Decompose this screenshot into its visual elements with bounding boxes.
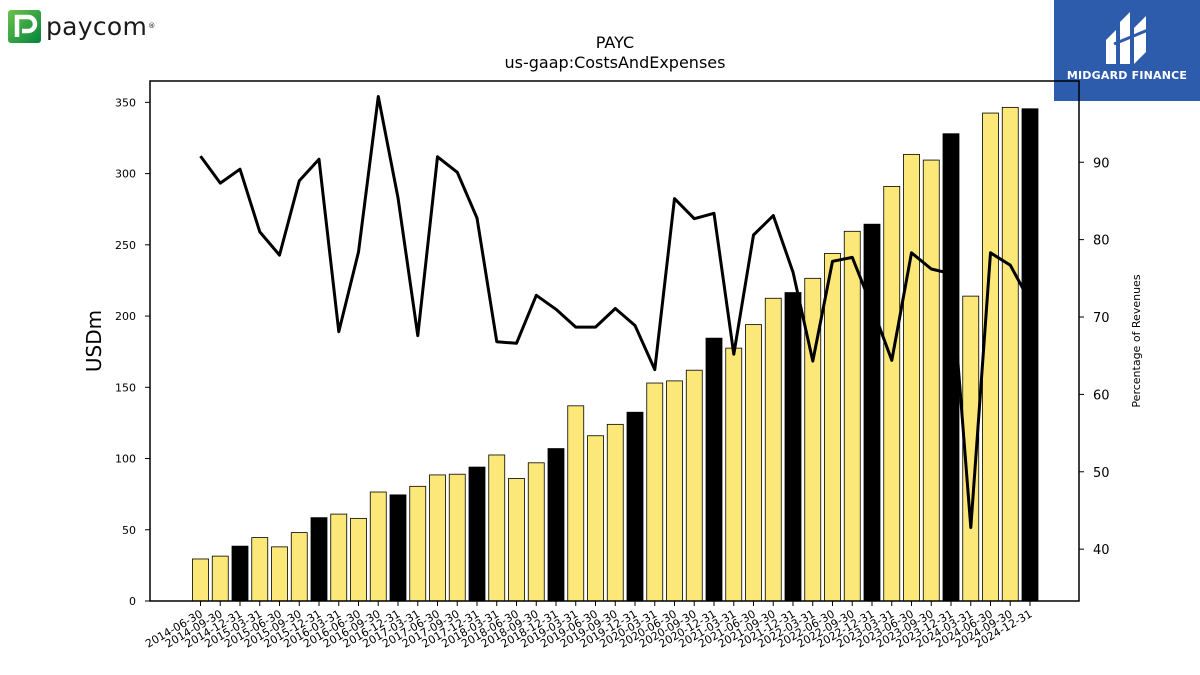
y-axis-left: 0 50 100 150 200 250 300 350	[115, 96, 150, 608]
y-tick-label: 0	[129, 595, 136, 608]
bar	[824, 252, 841, 602]
bar	[211, 555, 229, 602]
bar	[922, 159, 940, 602]
y-tick-label: 250	[115, 239, 136, 252]
bar	[606, 423, 624, 602]
bar	[192, 558, 209, 602]
bar	[271, 546, 288, 602]
bar	[725, 347, 743, 602]
paycom-logo: paycom ®	[8, 8, 168, 44]
bar	[1021, 108, 1039, 602]
bar	[863, 223, 881, 602]
bar	[350, 517, 367, 602]
y2-tick-label: 40	[1093, 543, 1110, 558]
percentage-line	[199, 95, 1032, 529]
publisher-name: MIDGARD FINANCE	[1066, 69, 1188, 82]
line-series	[199, 95, 1032, 529]
y-tick-label: 50	[122, 524, 136, 537]
bar	[508, 478, 525, 602]
bar	[409, 485, 427, 602]
y2-tick-label: 50	[1093, 466, 1110, 481]
bar	[231, 545, 249, 602]
paycom-logo-icon	[8, 9, 41, 43]
chart-subtitle: us-gaap:CostsAndExpenses	[505, 53, 726, 72]
bar	[369, 491, 387, 602]
bar	[488, 454, 506, 602]
bar	[626, 411, 644, 602]
y-tick-label: 200	[115, 310, 136, 323]
plot-frame	[149, 80, 1080, 602]
y-tick-label: 350	[115, 96, 136, 109]
bar	[290, 532, 308, 602]
bar	[587, 435, 604, 602]
y2-tick-label: 90	[1093, 156, 1110, 171]
bar	[764, 297, 782, 602]
bar	[666, 380, 683, 602]
bar	[1001, 106, 1019, 602]
bar	[429, 474, 446, 602]
y2-tick-label: 70	[1093, 311, 1110, 326]
y2-tick-label: 60	[1093, 388, 1110, 403]
bar	[883, 186, 901, 602]
bar	[646, 382, 664, 602]
bar	[745, 324, 762, 602]
midgard-logo-icon	[1106, 12, 1149, 64]
bar	[527, 462, 545, 602]
y2-axis-label: Percentage of Revenues	[1130, 274, 1143, 407]
y-axis-right: 40 50 60 70 80 90	[1079, 156, 1110, 558]
bar-series	[192, 106, 1039, 602]
y2-tick-label: 80	[1093, 234, 1110, 249]
y-axis-label: USDm	[82, 310, 106, 372]
publisher-badge: MIDGARD FINANCE	[1054, 0, 1200, 101]
bar	[547, 448, 565, 602]
brand-name: paycom	[46, 11, 148, 41]
chart-title: PAYC	[596, 33, 634, 52]
bar	[843, 230, 861, 602]
bar	[567, 405, 585, 602]
bar	[330, 513, 348, 602]
bar	[468, 466, 486, 602]
bar	[389, 494, 407, 602]
bar	[982, 112, 999, 602]
bar	[448, 473, 466, 602]
registered-mark: ®	[148, 22, 156, 30]
bar	[310, 517, 328, 602]
bar	[251, 537, 269, 602]
x-axis: 2014-06-302014-09-302014-12-312015-03-31…	[143, 601, 1035, 651]
y-tick-label: 100	[115, 453, 136, 466]
y-tick-label: 150	[115, 381, 136, 394]
bar	[942, 133, 960, 602]
bar	[784, 292, 802, 602]
bar	[705, 337, 723, 602]
bar	[903, 153, 920, 602]
bar	[685, 369, 703, 602]
y-tick-label: 300	[115, 168, 136, 181]
